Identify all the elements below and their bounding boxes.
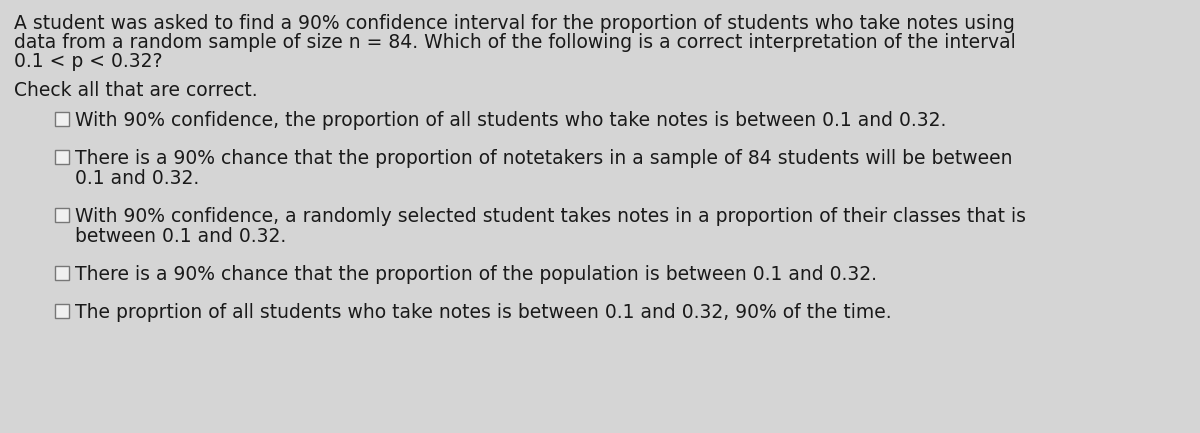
Bar: [55, 150, 70, 164]
Text: The proprtion of all students who take notes is between 0.1 and 0.32, 90% of the: The proprtion of all students who take n…: [74, 303, 892, 322]
Text: Check all that are correct.: Check all that are correct.: [14, 81, 258, 100]
Text: With 90% confidence, a randomly selected student takes notes in a proportion of : With 90% confidence, a randomly selected…: [74, 207, 1026, 226]
Text: With 90% confidence, the proportion of all students who take notes is between 0.: With 90% confidence, the proportion of a…: [74, 111, 947, 130]
Text: There is a 90% chance that the proportion of the population is between 0.1 and 0: There is a 90% chance that the proportio…: [74, 265, 877, 284]
Text: data from a random sample of size n = 84. Which of the following is a correct in: data from a random sample of size n = 84…: [14, 33, 1015, 52]
Bar: [55, 208, 70, 222]
Text: There is a 90% chance that the proportion of notetakers in a sample of 84 studen: There is a 90% chance that the proportio…: [74, 149, 1013, 168]
Text: 0.1 < p < 0.32?: 0.1 < p < 0.32?: [14, 52, 162, 71]
Text: 0.1 and 0.32.: 0.1 and 0.32.: [74, 169, 199, 188]
Bar: [55, 304, 70, 318]
Text: between 0.1 and 0.32.: between 0.1 and 0.32.: [74, 227, 287, 246]
Bar: [55, 266, 70, 280]
Bar: [55, 112, 70, 126]
Text: A student was asked to find a 90% confidence interval for the proportion of stud: A student was asked to find a 90% confid…: [14, 14, 1015, 33]
